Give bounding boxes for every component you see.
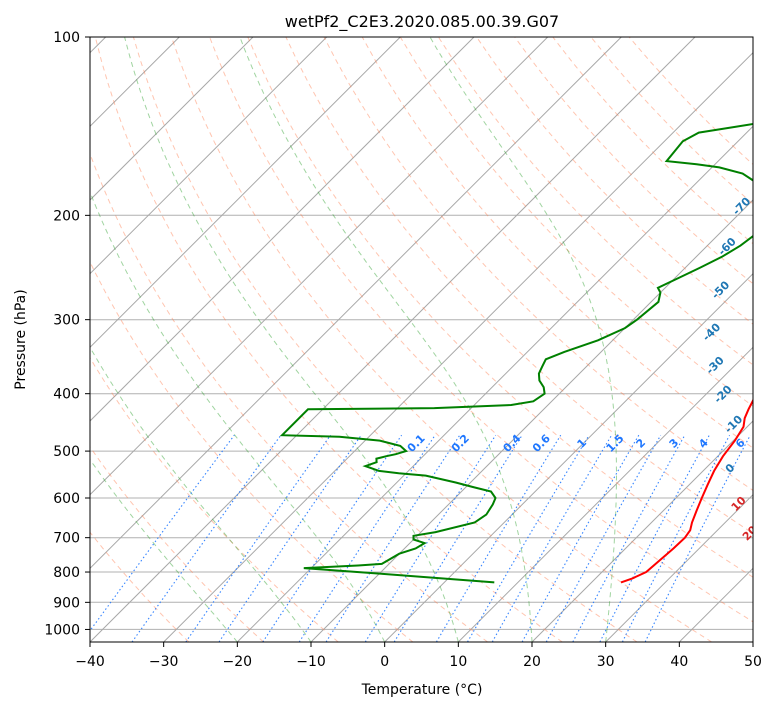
x-tick-label: 10 bbox=[449, 654, 467, 670]
isotherm-line bbox=[90, 37, 549, 496]
mixing-ratio-line bbox=[185, 434, 332, 642]
dry-adiabat-line bbox=[209, 37, 753, 623]
isotherm-line bbox=[163, 51, 753, 642]
isotherm-line bbox=[752, 641, 753, 642]
dry-adiabat-line bbox=[90, 152, 488, 642]
x-tick-label: 30 bbox=[597, 654, 615, 670]
height-label: -30 bbox=[704, 354, 727, 377]
x-axis-ticks: −40 −30 −20 −10 0 10 20 30 40 50 bbox=[75, 642, 762, 670]
mixing-ratio-line bbox=[599, 434, 710, 642]
moist-adiabat-line bbox=[90, 458, 238, 642]
mixing-ratio-line bbox=[435, 434, 562, 642]
dry-adiabat-line bbox=[590, 37, 753, 205]
isotherm-line bbox=[90, 37, 622, 570]
y-tick-label: 500 bbox=[53, 444, 80, 460]
isotherm-line bbox=[90, 37, 696, 642]
dry-adiabat-line bbox=[90, 260, 414, 642]
mixing-ratio-line bbox=[364, 434, 497, 642]
dry-adiabat-line bbox=[171, 37, 712, 642]
mixing-ratio-line bbox=[467, 434, 590, 642]
lcl-label: 40 bbox=[765, 582, 775, 602]
mixing-ratio-line bbox=[491, 434, 613, 642]
isotherm-line bbox=[90, 37, 328, 275]
mixing-ratio-label: 4 bbox=[696, 436, 711, 451]
mixing-ratio-line bbox=[325, 434, 461, 642]
y-tick-label: 400 bbox=[53, 387, 80, 403]
height-label: -60 bbox=[716, 235, 739, 258]
isotherm-line bbox=[90, 37, 254, 201]
x-tick-label: 50 bbox=[744, 654, 762, 670]
x-tick-label: 20 bbox=[523, 654, 541, 670]
y-tick-label: 200 bbox=[53, 208, 80, 224]
isotherm-line bbox=[90, 37, 475, 422]
dry-adiabat-line bbox=[247, 37, 753, 578]
mixing-ratio-line bbox=[393, 434, 523, 642]
sounding-profiles bbox=[279, 123, 753, 584]
y-tick-label: 600 bbox=[53, 491, 80, 507]
y-tick-label: 1000 bbox=[44, 622, 80, 638]
lcl-label: 10 bbox=[729, 494, 749, 514]
height-label: -20 bbox=[711, 383, 734, 406]
dry-adiabat-line bbox=[132, 37, 638, 642]
isotherm-line bbox=[531, 420, 753, 642]
x-axis-label: Temperature (°C) bbox=[361, 682, 483, 698]
isotherm-line bbox=[236, 125, 753, 642]
dry-adiabat-line bbox=[552, 37, 753, 245]
x-tick-label: −10 bbox=[296, 654, 326, 670]
isotherm-line bbox=[310, 199, 753, 642]
mixing-ratio-line bbox=[545, 434, 662, 642]
moist-adiabat-line bbox=[90, 346, 312, 642]
dry-adiabat-line bbox=[514, 37, 753, 285]
y-tick-label: 800 bbox=[53, 565, 80, 581]
dry-adiabat-line bbox=[399, 37, 753, 407]
isotherm-line bbox=[384, 272, 753, 642]
y-axis-ticks: 100 200 300 400 500 600 700 800 900 1000 bbox=[44, 30, 90, 638]
isotherm-line bbox=[605, 493, 753, 642]
dry-adiabat-line bbox=[361, 37, 753, 449]
y-tick-label: 300 bbox=[53, 313, 80, 329]
background-lines bbox=[90, 37, 753, 642]
dewpoint-profile-line bbox=[279, 123, 753, 584]
dry-adiabat-line bbox=[90, 446, 264, 642]
lcl-label: 20 bbox=[740, 523, 760, 543]
y-axis-label: Pressure (hPa) bbox=[13, 289, 29, 389]
dry-adiabat-line bbox=[90, 531, 190, 642]
mixing-ratio-line bbox=[131, 434, 282, 642]
x-tick-label: −20 bbox=[223, 654, 253, 670]
mixing-ratio-label: 2 bbox=[634, 436, 649, 451]
mixing-ratio-line bbox=[262, 434, 403, 642]
mixing-ratio-label: 8 bbox=[763, 436, 775, 451]
moist-adiabat-line bbox=[124, 37, 459, 642]
chart-title: wetPf2_C2E3.2020.085.00.39.G07 bbox=[285, 12, 559, 32]
mixing-ratio-line bbox=[90, 434, 235, 632]
y-tick-label: 100 bbox=[53, 30, 80, 46]
y-tick-label: 900 bbox=[53, 595, 80, 611]
mixing-ratio-line bbox=[621, 434, 731, 642]
isotherm-line bbox=[90, 37, 401, 349]
mixing-ratio-line bbox=[572, 434, 686, 642]
moist-adiabat-line bbox=[429, 37, 617, 642]
mixing-ratio-line bbox=[644, 434, 751, 642]
height-label: -40 bbox=[700, 320, 723, 343]
x-tick-label: −40 bbox=[75, 654, 105, 670]
x-tick-label: −30 bbox=[149, 654, 179, 670]
mixing-ratio-line bbox=[521, 434, 640, 642]
dry-adiabat-line bbox=[90, 356, 339, 642]
x-tick-label: 40 bbox=[670, 654, 688, 670]
x-tick-label: 0 bbox=[380, 654, 389, 670]
height-label: -70 bbox=[730, 194, 753, 217]
height-label: -80 bbox=[755, 144, 775, 167]
mixing-ratio-label: 6 bbox=[733, 436, 748, 451]
isotherm-line bbox=[457, 346, 753, 642]
mixing-ratio-line bbox=[218, 434, 362, 642]
moist-adiabat-line bbox=[239, 37, 533, 642]
y-tick-label: 700 bbox=[53, 531, 80, 547]
dry-adiabat-line bbox=[94, 37, 563, 642]
lcl-label: 30 bbox=[753, 554, 773, 574]
plot-frame bbox=[89, 36, 754, 643]
temperature-profile-line bbox=[620, 397, 753, 584]
moist-adiabat-line bbox=[90, 190, 386, 642]
